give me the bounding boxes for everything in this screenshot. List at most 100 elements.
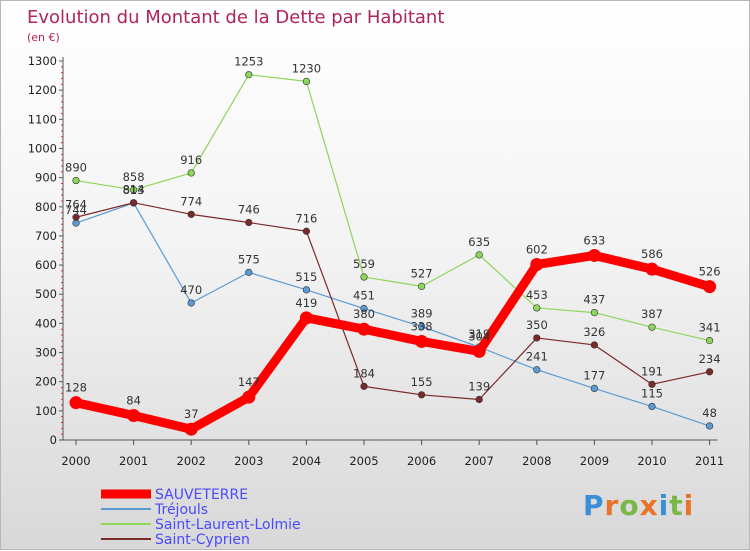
logo-letter: t bbox=[669, 489, 684, 522]
data-label: 147 bbox=[238, 375, 260, 389]
data-label: 48 bbox=[702, 406, 717, 420]
y-tick-label: 1200 bbox=[28, 83, 57, 97]
data-point bbox=[72, 176, 80, 185]
data-point bbox=[648, 380, 656, 388]
data-point bbox=[533, 334, 541, 342]
data-point bbox=[705, 336, 714, 345]
legend-label: Saint-Cyprien bbox=[155, 532, 250, 548]
y-tick-label: 200 bbox=[35, 375, 57, 389]
data-point bbox=[590, 384, 599, 392]
data-label: 515 bbox=[295, 270, 317, 284]
data-label: 813 bbox=[123, 183, 145, 197]
x-tick-label: 2003 bbox=[234, 454, 263, 468]
data-label: 470 bbox=[180, 283, 202, 297]
data-point bbox=[127, 409, 141, 423]
data-label: 191 bbox=[641, 364, 663, 378]
data-point bbox=[360, 382, 368, 390]
x-tick-label: 2002 bbox=[177, 454, 206, 468]
data-point bbox=[184, 422, 198, 436]
x-tick-label: 2006 bbox=[407, 454, 436, 468]
data-label: 304 bbox=[468, 329, 490, 343]
data-label: 559 bbox=[353, 257, 375, 271]
data-label: 586 bbox=[641, 247, 663, 261]
logo-letter: o bbox=[619, 489, 640, 522]
legend-label: Tréjouls bbox=[154, 502, 208, 518]
data-point bbox=[69, 396, 83, 410]
y-tick-label: 700 bbox=[35, 229, 57, 243]
data-label: 350 bbox=[526, 318, 548, 332]
proxiti-logo: Proxiti bbox=[583, 489, 694, 522]
data-point bbox=[245, 268, 253, 276]
chart-title: Evolution du Montant de la Dette par Hab… bbox=[27, 7, 444, 28]
y-tick-label: 900 bbox=[35, 171, 57, 185]
data-point bbox=[245, 71, 253, 79]
data-point bbox=[418, 322, 426, 331]
data-point bbox=[533, 366, 541, 374]
data-label: 128 bbox=[65, 381, 87, 395]
x-tick-label: 2007 bbox=[465, 454, 494, 468]
x-tick-label: 2004 bbox=[292, 454, 321, 468]
data-label: 437 bbox=[583, 293, 605, 307]
data-point bbox=[590, 341, 599, 349]
data-label: 387 bbox=[641, 307, 663, 321]
data-point bbox=[187, 299, 195, 307]
data-label: 453 bbox=[526, 288, 548, 302]
data-point bbox=[245, 218, 253, 227]
data-label: 635 bbox=[468, 235, 490, 249]
logo-letter: i bbox=[683, 489, 695, 522]
series-line-saint-cyprien bbox=[75, 202, 711, 401]
series-sauveterre bbox=[69, 248, 717, 436]
y-tick-label: 800 bbox=[35, 200, 57, 214]
data-point bbox=[72, 213, 80, 221]
data-label: 774 bbox=[180, 194, 202, 208]
data-point bbox=[705, 422, 714, 430]
data-label: 241 bbox=[526, 350, 548, 364]
data-label: 341 bbox=[699, 321, 721, 335]
data-point bbox=[530, 257, 544, 271]
data-label: 1253 bbox=[234, 55, 263, 69]
legend-label: Saint-Laurent-Lolmie bbox=[155, 517, 301, 533]
data-labels: 128 84 37 147 419 380 338 304 602 633 586 526 744 813… bbox=[65, 55, 721, 422]
series-layer bbox=[69, 71, 717, 436]
data-point bbox=[590, 308, 599, 317]
data-point bbox=[130, 186, 138, 194]
data-label: 633 bbox=[583, 233, 605, 247]
data-point bbox=[357, 322, 371, 336]
y-tick-label: 1100 bbox=[28, 112, 57, 126]
x-tick-label: 2011 bbox=[695, 454, 724, 468]
data-label: 1230 bbox=[292, 61, 321, 75]
x-tick-label: 2009 bbox=[580, 454, 609, 468]
data-label: 84 bbox=[126, 394, 141, 408]
data-label: 338 bbox=[411, 319, 433, 333]
data-point bbox=[360, 273, 368, 281]
data-label: 139 bbox=[468, 379, 490, 393]
data-label: 155 bbox=[411, 375, 433, 389]
data-point bbox=[418, 282, 426, 290]
data-label: 916 bbox=[180, 153, 202, 167]
data-point bbox=[475, 251, 483, 259]
legend-label: SAUVETERRE bbox=[155, 487, 248, 503]
data-point bbox=[587, 248, 601, 262]
data-label: 419 bbox=[295, 296, 317, 310]
data-label: 184 bbox=[353, 366, 375, 380]
data-point bbox=[130, 199, 138, 207]
data-point bbox=[418, 391, 426, 399]
data-point bbox=[472, 344, 486, 358]
series-line-sauveterre bbox=[71, 250, 715, 434]
data-point bbox=[705, 368, 714, 376]
data-label: 858 bbox=[123, 170, 145, 184]
x-tick-label: 2005 bbox=[349, 454, 378, 468]
data-point bbox=[475, 395, 483, 404]
data-label: 319 bbox=[468, 327, 490, 341]
data-point bbox=[360, 304, 368, 313]
data-point bbox=[187, 210, 195, 218]
data-label: 37 bbox=[184, 407, 199, 421]
y-tick-label: 0 bbox=[50, 433, 57, 447]
y-tick-label: 1000 bbox=[28, 141, 57, 155]
data-label: 602 bbox=[526, 242, 548, 256]
chart-subtitle: (en €) bbox=[27, 31, 60, 44]
legend: SAUVETERRETréjoulsSaint-Laurent-LolmieSa… bbox=[101, 487, 301, 548]
data-point bbox=[302, 227, 311, 235]
